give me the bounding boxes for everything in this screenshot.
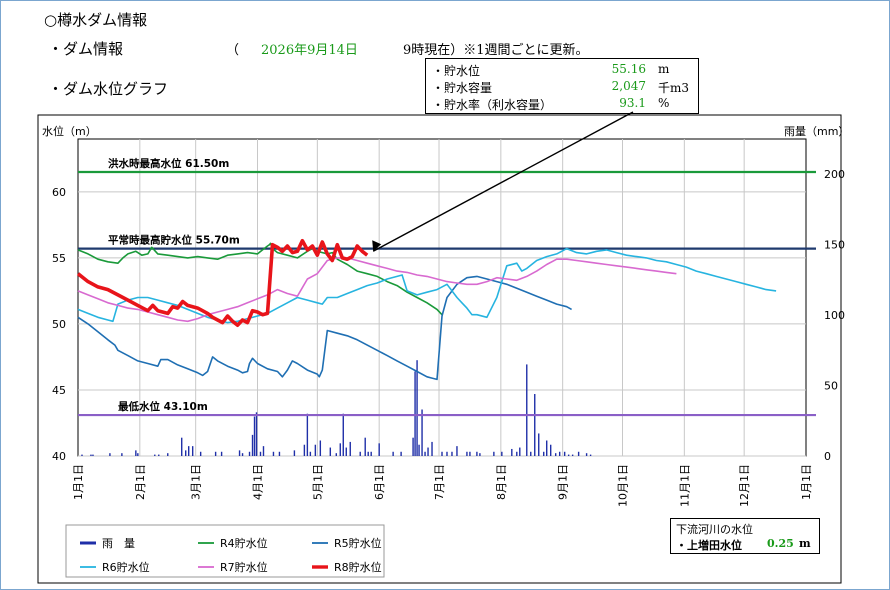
status-value-level: 55.16 (611, 62, 646, 76)
downstream-value: 0.25 (767, 537, 794, 550)
status-label-rate: ・貯水率（利水容量） (432, 98, 553, 112)
reservoir-status-box: ・貯水位 55.16 m ・貯水容量 2,047 千m3 ・貯水率（利水容量） … (425, 58, 699, 114)
downstream-title: 下流河川の水位 (676, 523, 753, 536)
status-unit-volume: 千m3 (658, 81, 690, 95)
status-unit-level: m (658, 62, 670, 76)
status-label-level: ・貯水位 (432, 64, 481, 78)
downstream-unit: m (799, 537, 811, 550)
status-unit-rate: % (658, 96, 670, 110)
page-title: ○樽水ダム情報 (44, 11, 148, 29)
date-open-paren: （ (226, 43, 240, 58)
graph-label: ・ダム水位グラフ (48, 80, 169, 98)
status-value-volume: 2,047 (611, 79, 646, 93)
status-label-volume: ・貯水容量 (432, 81, 493, 95)
dam-info-label: ・ダム情報 (48, 40, 124, 58)
status-value-rate: 93.1 (619, 96, 646, 110)
downstream-label: ・上増田水位 (676, 539, 742, 552)
downstream-level-box: 下流河川の水位 ・上増田水位 0.25 m (670, 518, 820, 554)
update-date: 2026年9月14日 (261, 43, 358, 58)
update-time-note: 9時現在）※1週間ごとに更新。 (403, 43, 589, 58)
